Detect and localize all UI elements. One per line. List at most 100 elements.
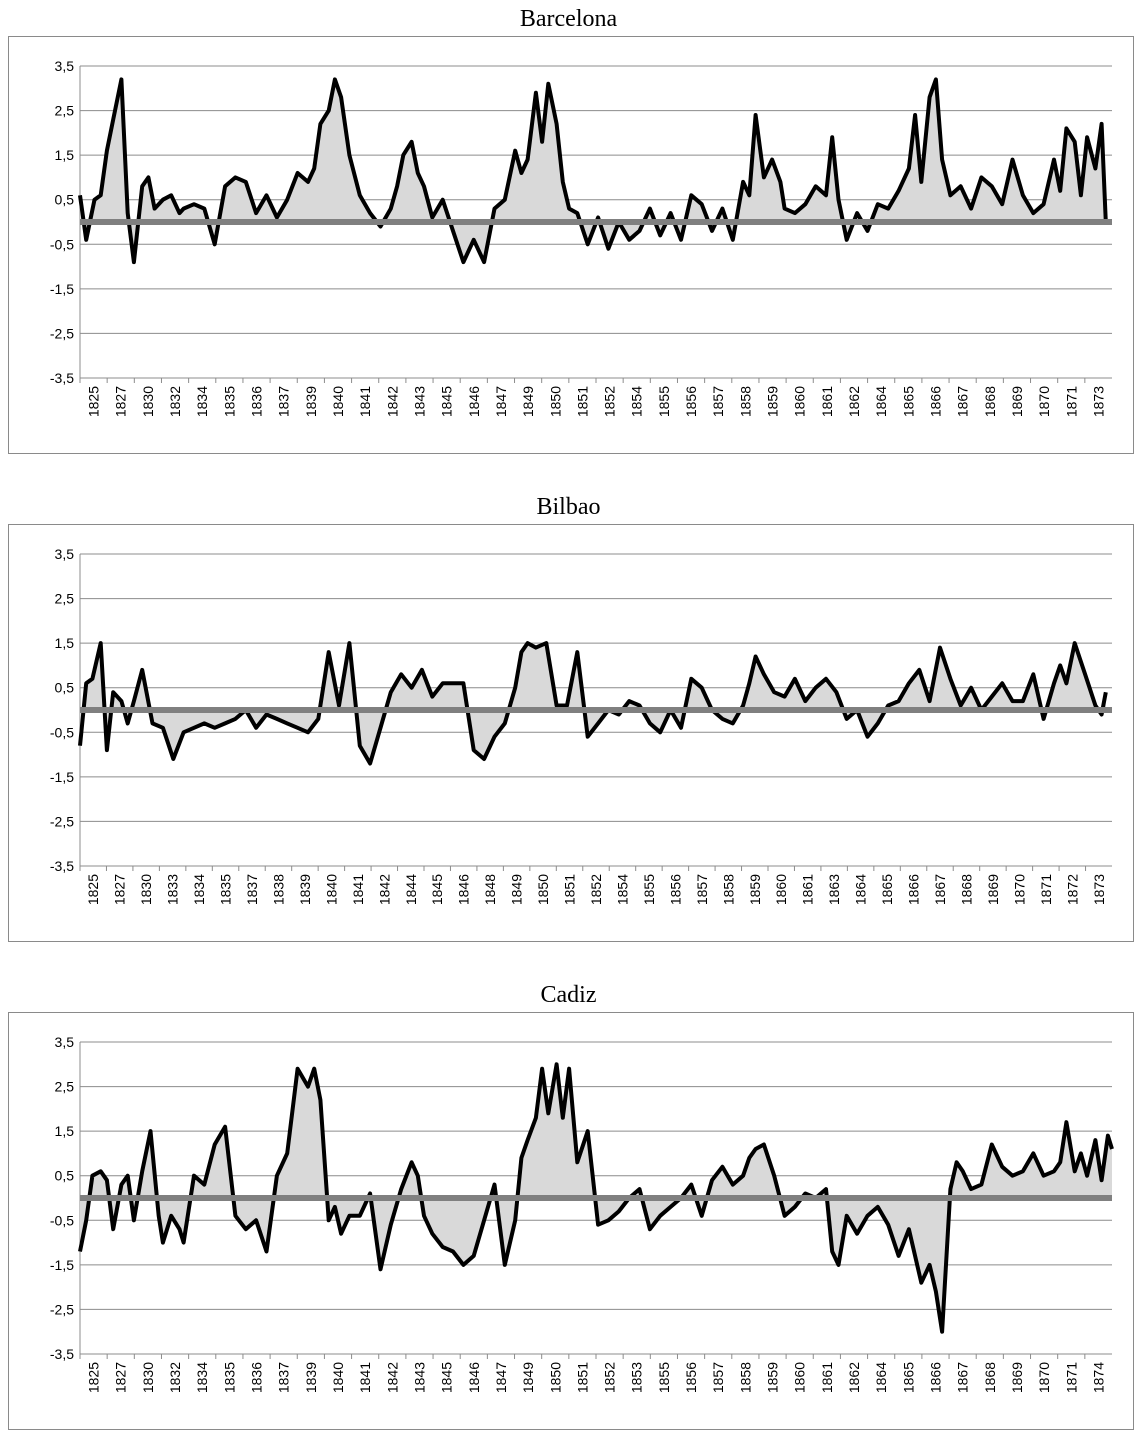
x-tick-label: 1845 (429, 874, 445, 905)
x-tick-label: 1869 (1009, 386, 1025, 417)
x-tick-label: 1858 (737, 1362, 753, 1393)
x-tick-label: 1830 (140, 386, 156, 417)
x-tick-label: 1850 (547, 386, 563, 417)
x-tick-label: 1867 (955, 1362, 971, 1393)
y-tick-label: 3,5 (55, 546, 75, 562)
y-tick-label: 0,5 (55, 1168, 75, 1184)
x-tick-label: 1827 (113, 1362, 129, 1393)
x-tick-label: 1862 (846, 1362, 862, 1393)
x-tick-label: 1860 (773, 874, 789, 905)
x-tick-label: 1866 (906, 874, 922, 905)
x-tick-label: 1842 (384, 1362, 400, 1393)
y-tick-label: 1,5 (55, 1123, 75, 1139)
cadiz-panel: Cadiz 3,5 2,5 1,5 0,5 -0,5 -1,5 -2,5 -3,5 1825 18… (0, 976, 1137, 1430)
x-tick-label: 1841 (357, 386, 373, 417)
x-tick-label: 1864 (873, 1362, 889, 1393)
x-tick-label: 1866 (927, 386, 943, 417)
x-tick-label: 1858 (720, 874, 736, 905)
x-tick-label: 1838 (270, 874, 286, 905)
series-area (80, 643, 1106, 764)
y-tick-label: -2,5 (50, 1301, 74, 1317)
x-tick-label: 1849 (520, 1362, 536, 1393)
x-tick-label: 1865 (900, 386, 916, 417)
chart-title: Cadiz (540, 982, 597, 1008)
x-tick-label: 1836 (249, 386, 265, 417)
x-tick-label: 1861 (819, 1362, 835, 1393)
x-tick-label: 1830 (138, 874, 154, 905)
series-line (78, 641, 1108, 766)
x-tick-label: 1834 (191, 874, 207, 905)
x-tick-label: 1869 (1009, 1362, 1025, 1393)
x-tick-label: 1835 (221, 1362, 237, 1393)
x-tick-label: 1825 (86, 386, 102, 417)
x-tick-label: 1850 (535, 874, 551, 905)
x-tick-label: 1842 (384, 386, 400, 417)
x-tick-label: 1840 (323, 874, 339, 905)
x-tick-label: 1868 (982, 1362, 998, 1393)
x-tick-label: 1863 (826, 874, 842, 905)
x-tick-label: 1842 (376, 874, 392, 905)
y-tick-label: 1,5 (55, 635, 75, 651)
barcelona-panel: Barcelona 3,5 2,5 1,5 0,5 -0,5 -1,5 -2,5 -3,5 18… (0, 0, 1137, 458)
x-tick-label: 1869 (985, 874, 1001, 905)
y-tick-label: 0,5 (55, 680, 75, 696)
x-tick-label: 1867 (932, 874, 948, 905)
x-tick-label: 1864 (873, 386, 889, 417)
x-tick-label: 1865 (879, 874, 895, 905)
series-area (80, 79, 1106, 263)
y-tick-label: -3,5 (50, 858, 74, 874)
x-tick-label: 1835 (221, 386, 237, 417)
chart-frame (8, 524, 1134, 942)
x-tick-label: 1845 (439, 386, 455, 417)
x-tick-label: 1859 (765, 386, 781, 417)
x-tick-label: 1874 (1090, 1362, 1106, 1393)
x-tick-label: 1857 (710, 1362, 726, 1393)
x-tick-label: 1861 (800, 874, 816, 905)
x-tick-label: 1871 (1063, 1362, 1079, 1393)
x-tick-label: 1839 (303, 1362, 319, 1393)
x-tick-label: 1861 (819, 386, 835, 417)
x-tick-label: 1830 (140, 1362, 156, 1393)
x-tick-label: 1859 (747, 874, 763, 905)
x-tick-label: 1856 (683, 386, 699, 417)
x-tick-label: 1854 (614, 874, 630, 905)
x-tick-label: 1834 (194, 386, 210, 417)
series-line (78, 77, 1108, 265)
y-tick-label: 1,5 (55, 147, 75, 163)
x-tick-label: 1867 (955, 386, 971, 417)
x-tick-label: 1870 (1036, 1362, 1052, 1393)
x-tick-label: 1833 (165, 874, 181, 905)
x-tick-label: 1835 (218, 874, 234, 905)
x-tick-label: 1871 (1063, 386, 1079, 417)
x-tick-label: 1862 (846, 386, 862, 417)
x-tick-label: 1854 (629, 386, 645, 417)
y-tick-label: 0,5 (55, 192, 75, 208)
x-tick-label: 1827 (113, 386, 129, 417)
bilbao-chart: 3,5 2,5 1,5 0,5 -0,5 -1,5 -2,5 -3,5 1825 1827 1830… (50, 546, 1112, 905)
x-tick-label: 1868 (982, 386, 998, 417)
x-tick-label: 1846 (466, 1362, 482, 1393)
x-tick-label: 1849 (509, 874, 525, 905)
x-tick-label: 1855 (641, 874, 657, 905)
bilbao-panel: Bilbao 3,5 2,5 1,5 0,5 -0,5 -1,5 -2,5 -3,5 1825 1… (0, 488, 1137, 946)
x-tick-label: 1859 (765, 1362, 781, 1393)
x-tick-label: 1856 (667, 874, 683, 905)
x-tick-label: 1871 (1038, 874, 1054, 905)
x-tick-label: 1837 (244, 874, 260, 905)
x-tick-label: 1848 (482, 874, 498, 905)
x-tick-label: 1827 (112, 874, 128, 905)
x-tick-label: 1873 (1091, 874, 1107, 905)
x-tick-label: 1841 (350, 874, 366, 905)
x-tick-label: 1853 (629, 1362, 645, 1393)
barcelona-chart: 3,5 2,5 1,5 0,5 -0,5 -1,5 -2,5 -3,5 1825 1827 1830… (50, 58, 1112, 417)
x-tick-label: 1852 (588, 874, 604, 905)
x-tick-label: 1840 (330, 1362, 346, 1393)
x-tick-label: 1870 (1036, 386, 1052, 417)
y-tick-label: 3,5 (55, 1034, 75, 1050)
x-tick-label: 1849 (520, 386, 536, 417)
y-tick-label: 2,5 (55, 1079, 75, 1095)
y-tick-label: -0,5 (50, 1212, 74, 1228)
x-tick-label: 1832 (167, 386, 183, 417)
x-tick-label: 1852 (602, 386, 618, 417)
y-tick-label: 2,5 (55, 103, 75, 119)
